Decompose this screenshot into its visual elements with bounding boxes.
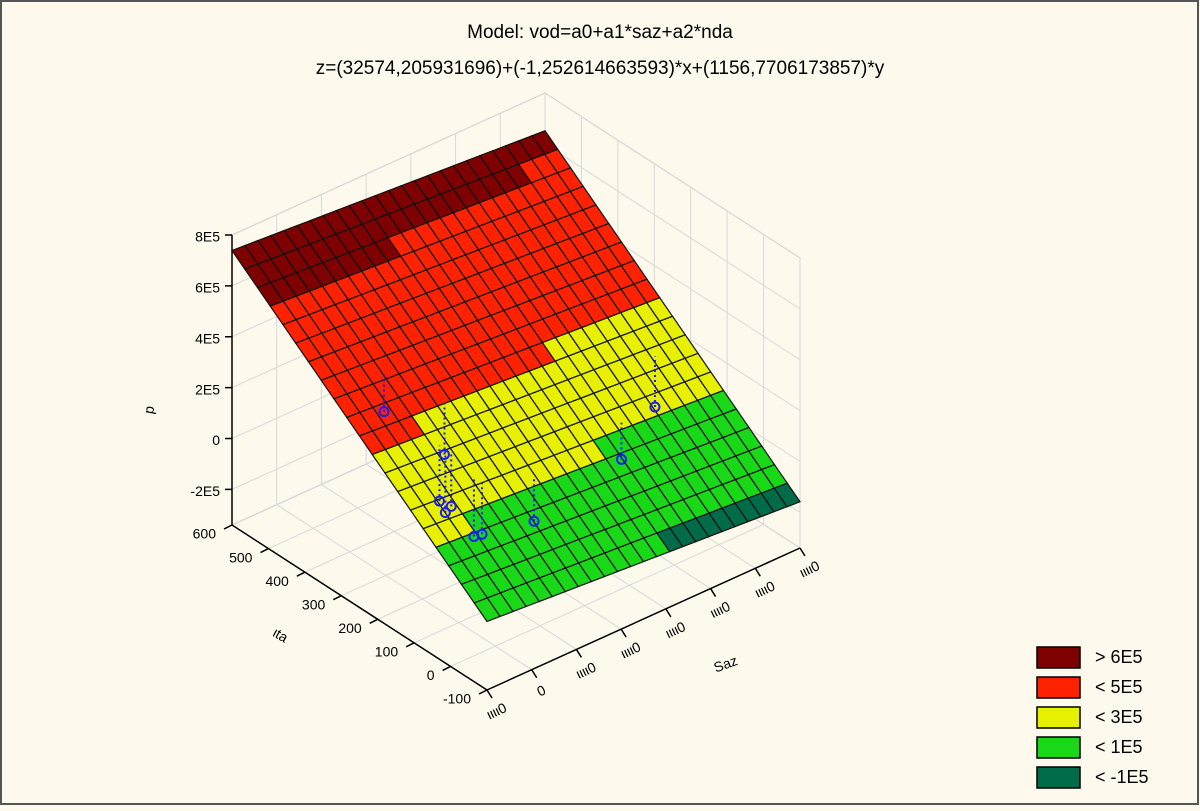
data-point [439, 507, 451, 519]
tick [478, 689, 488, 695]
data-point [445, 500, 457, 512]
x-tick-label: ιιιι0 [752, 577, 777, 600]
tick [260, 547, 269, 554]
legend-label: < 5E5 [1095, 677, 1143, 697]
data-point [649, 401, 661, 413]
x-tick-label: ιιιι0 [797, 557, 822, 580]
z-axis-label: p [140, 404, 157, 415]
legend-swatch [1036, 766, 1081, 789]
chart-subtitle: z=(32574,205931696)+(-1,252614663593)*x+… [316, 58, 885, 79]
z-tick-label: 4E5 [195, 330, 220, 346]
chart-title: Model: vod=a0+a1*saz+a2*nda [467, 22, 733, 43]
grid-line [544, 92, 801, 259]
grid-line [276, 504, 532, 671]
tick [575, 649, 583, 658]
x-tick-label: ιιιι0 [484, 699, 509, 722]
y-tick-label: 400 [265, 573, 289, 589]
y-tick-label: 200 [338, 620, 362, 636]
legend-swatch [1036, 706, 1081, 729]
z-tick-label: 6E5 [195, 280, 220, 296]
y-axis [231, 524, 488, 691]
tick [223, 524, 233, 530]
data-point [378, 406, 390, 418]
y-tick-label: 600 [193, 526, 217, 542]
legend-swatch [1036, 676, 1081, 699]
legend-label: < 1E5 [1095, 737, 1143, 757]
grid-line [544, 143, 801, 310]
x-tick-label: ιιιι0 [663, 618, 688, 641]
legend-swatch [1036, 736, 1081, 759]
z-tick-label: 8E5 [195, 229, 220, 245]
y-tick-label: 100 [375, 644, 399, 660]
grid-line [231, 92, 546, 236]
y-tick-label: 300 [302, 596, 326, 612]
x-tick-label: ιιιι0 [618, 638, 643, 661]
z-tick-label: -2E5 [190, 483, 220, 499]
tick [709, 588, 717, 597]
data-point [615, 453, 627, 465]
tick [332, 595, 342, 601]
z-tick-label: 2E5 [195, 381, 220, 397]
tick [754, 567, 761, 577]
data-point [433, 495, 445, 507]
data-point [476, 528, 488, 540]
legend-label: > 6E5 [1095, 647, 1143, 667]
tick [486, 689, 493, 699]
tick [296, 571, 306, 577]
legend-label: < -1E5 [1095, 767, 1149, 787]
surface-cell [473, 597, 501, 623]
tick [665, 608, 672, 618]
x-axis-label: Saz [711, 652, 739, 675]
y-tick-label: 0 [427, 667, 435, 683]
tick [405, 642, 415, 648]
tick [799, 547, 806, 557]
x-tick-label: ιιιι0 [707, 598, 732, 621]
y-tick-label: 500 [229, 549, 253, 565]
legend-label: < 3E5 [1095, 707, 1143, 727]
z-tick-label: 0 [212, 432, 220, 448]
x-tick-label: ιιιι0 [573, 659, 598, 682]
grid-line [450, 523, 764, 667]
x-axis [486, 547, 801, 691]
data-point [528, 515, 540, 527]
tick [369, 618, 379, 624]
tick [442, 665, 451, 672]
tick [620, 628, 627, 638]
legend-swatch [1036, 646, 1081, 669]
tick [531, 669, 538, 679]
y-tick-label: -100 [443, 691, 471, 707]
y-axis-label: ιta [270, 624, 291, 645]
